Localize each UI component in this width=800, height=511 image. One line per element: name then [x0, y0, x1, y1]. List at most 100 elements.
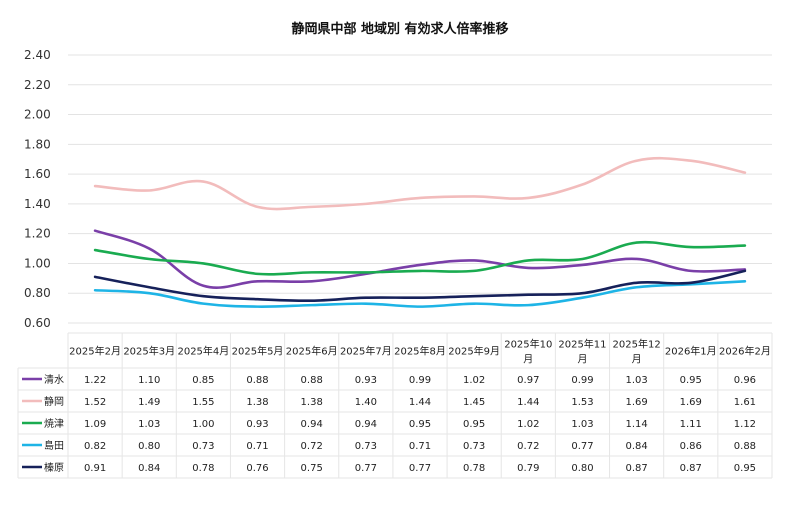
data-label: 0.84: [625, 441, 647, 452]
legend-label: 静岡: [44, 395, 64, 408]
data-label: 0.95: [463, 419, 485, 430]
data-label: 1.38: [246, 397, 268, 408]
legend-label: 島田: [44, 439, 64, 452]
data-label: 1.11: [680, 419, 702, 430]
data-label: 0.99: [409, 375, 431, 386]
data-label: 1.53: [571, 397, 593, 408]
legend-label: 榛原: [44, 461, 64, 474]
x-tick-label: 2025年3月: [123, 345, 175, 358]
data-label: 0.95: [409, 419, 431, 430]
data-label: 1.00: [192, 419, 214, 430]
data-label: 0.78: [192, 463, 214, 474]
data-label: 0.85: [192, 375, 214, 386]
data-label: 0.73: [355, 441, 377, 452]
data-label: 1.61: [734, 397, 756, 408]
y-tick-label: 0.60: [24, 316, 51, 330]
y-tick-label: 1.20: [24, 227, 51, 241]
series-line-3: [93, 240, 747, 276]
data-label: 1.69: [680, 397, 702, 408]
x-tick-label: 2025年7月: [340, 345, 392, 358]
data-label: 0.82: [84, 441, 106, 452]
data-label: 0.77: [409, 463, 431, 474]
y-tick-label: 2.40: [24, 48, 51, 62]
data-label: 1.02: [463, 375, 485, 386]
data-label: 1.03: [571, 419, 593, 430]
y-tick-label: 1.60: [24, 167, 51, 181]
data-label: 1.03: [625, 375, 647, 386]
data-label: 1.55: [192, 397, 214, 408]
y-tick-label: 2.20: [24, 78, 51, 92]
data-label: 1.09: [84, 419, 106, 430]
data-label: 0.80: [138, 441, 160, 452]
x-tick-label: 2025年11: [558, 338, 606, 351]
data-label: 0.84: [138, 463, 160, 474]
chart-title: 静岡県中部 地域別 有効求人倍率推移: [291, 22, 509, 37]
data-label: 0.86: [680, 441, 702, 452]
data-label: 1.38: [301, 397, 323, 408]
series-line-1: [93, 229, 747, 289]
data-label: 0.88: [246, 375, 268, 386]
data-label: 1.45: [463, 397, 485, 408]
x-tick-label: 2025年2月: [69, 345, 121, 358]
data-label: 0.94: [301, 419, 323, 430]
data-label: 0.97: [517, 375, 539, 386]
data-label: 0.73: [463, 441, 485, 452]
series-line-2: [93, 156, 747, 211]
data-label: 0.72: [517, 441, 539, 452]
data-label: 1.02: [517, 419, 539, 430]
y-tick-label: 2.00: [24, 108, 51, 122]
data-label: 1.03: [138, 419, 160, 430]
data-label: 0.75: [301, 463, 323, 474]
data-label: 0.76: [246, 463, 268, 474]
data-label: 1.40: [355, 397, 377, 408]
data-label: 0.95: [680, 375, 702, 386]
data-label: 0.88: [734, 441, 756, 452]
data-label: 1.10: [138, 375, 160, 386]
x-tick-label: 2025年5月: [232, 345, 284, 358]
legend-label: 清水: [44, 373, 64, 386]
data-label: 1.12: [734, 419, 756, 430]
data-label: 0.80: [571, 463, 593, 474]
legend-label: 焼津: [44, 418, 64, 430]
x-tick-label: 2026年1月: [665, 345, 717, 358]
data-label: 0.71: [246, 441, 268, 452]
data-label: 0.99: [571, 375, 593, 386]
data-label: 0.91: [84, 463, 106, 474]
x-tick-label: 2025年12: [613, 338, 661, 351]
data-label: 0.78: [463, 463, 485, 474]
y-tick-label: 1.80: [24, 137, 51, 151]
data-label: 0.77: [355, 463, 377, 474]
data-label: 0.87: [625, 463, 647, 474]
data-label: 0.88: [301, 375, 323, 386]
data-label: 1.69: [625, 397, 647, 408]
data-label: 0.77: [571, 441, 593, 452]
data-label: 1.52: [84, 397, 106, 408]
x-tick-label: 月: [577, 354, 587, 366]
x-tick-label: 2026年2月: [719, 345, 771, 358]
data-label: 0.96: [734, 375, 756, 386]
data-label: 0.72: [301, 441, 323, 452]
data-label: 0.87: [680, 463, 702, 474]
data-label: 0.71: [409, 441, 431, 452]
data-label: 0.93: [355, 375, 377, 386]
data-label: 1.44: [409, 397, 431, 408]
data-label: 0.94: [355, 419, 377, 430]
data-label: 0.93: [246, 419, 268, 430]
data-label: 1.14: [625, 419, 647, 430]
x-tick-label: 月: [632, 354, 642, 366]
x-tick-label: 2025年9月: [448, 345, 500, 358]
data-label: 1.49: [138, 397, 160, 408]
y-tick-label: 0.80: [24, 286, 51, 300]
x-tick-label: 月: [523, 354, 533, 366]
data-label: 0.73: [192, 441, 214, 452]
data-label: 1.44: [517, 397, 539, 408]
x-tick-label: 2025年10: [504, 338, 552, 351]
data-label: 1.22: [84, 375, 106, 386]
x-tick-label: 2025年4月: [177, 345, 229, 358]
data-label: 0.95: [734, 463, 756, 474]
y-tick-label: 1.00: [24, 256, 51, 270]
x-tick-label: 2025年6月: [286, 345, 338, 358]
data-label: 0.79: [517, 463, 539, 474]
y-tick-label: 1.40: [24, 197, 51, 211]
